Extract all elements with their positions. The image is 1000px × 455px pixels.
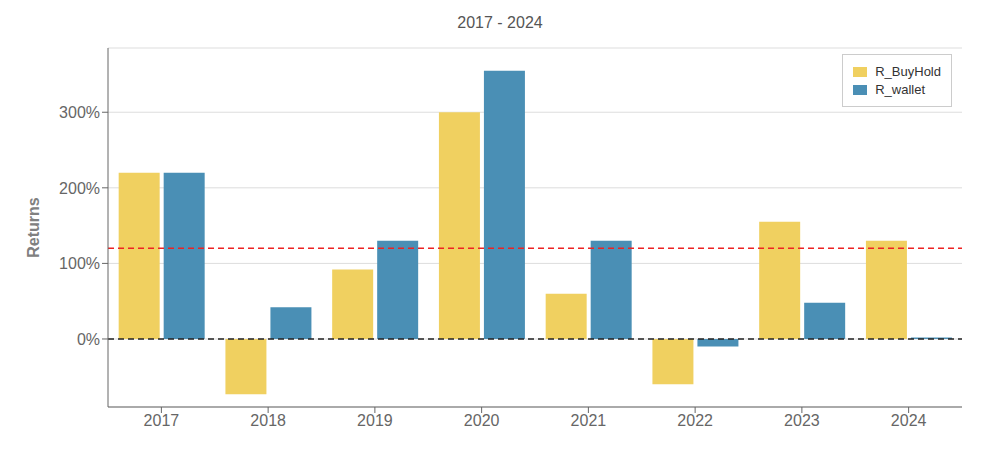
html-text:R_wallet: R_wallet <box>875 82 926 97</box>
svg-text:Returns: Returns <box>25 197 42 258</box>
svg-text:200%: 200% <box>59 180 100 197</box>
svg-text:2018: 2018 <box>250 412 286 429</box>
svg-text:2021: 2021 <box>571 412 607 429</box>
svg-text:100%: 100% <box>59 255 100 272</box>
svg-text:300%: 300% <box>59 104 100 121</box>
svg-text:2017: 2017 <box>144 412 180 429</box>
svg-text:0%: 0% <box>77 331 100 348</box>
html-text:R_BuyHold: R_BuyHold <box>875 64 941 79</box>
svg-text:2019: 2019 <box>357 412 393 429</box>
svg-text:2020: 2020 <box>464 412 500 429</box>
svg-text:2022: 2022 <box>677 412 713 429</box>
svg-text:2023: 2023 <box>784 412 820 429</box>
html-text:2017 - 2024: 2017 - 2024 <box>457 14 543 31</box>
svg-text:2024: 2024 <box>891 412 927 429</box>
